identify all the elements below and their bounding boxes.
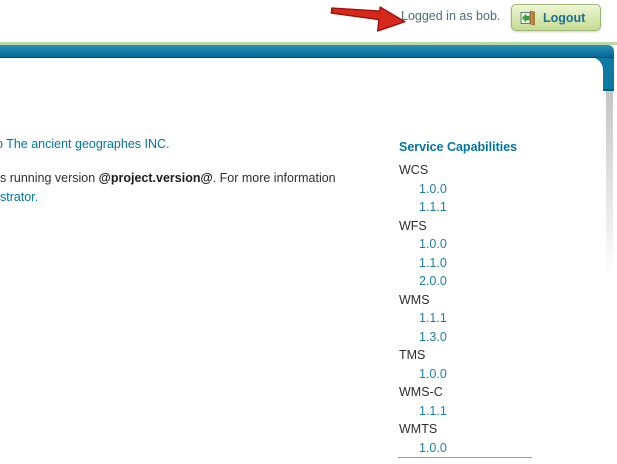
logout-button[interactable]: Logout (511, 4, 601, 31)
service-version-link[interactable]: 2.0.0 (419, 274, 447, 288)
logout-door-icon (520, 10, 535, 25)
service-name: TMS (399, 348, 426, 362)
administrator-link-fragment[interactable]: strator. (0, 190, 39, 204)
service-version-link[interactable]: 1.0.0 (419, 181, 447, 196)
service-version-link[interactable]: 1.1.1 (419, 311, 447, 325)
service-version-link[interactable]: 1.0.0 (419, 237, 447, 251)
header-teal-bar (0, 45, 614, 58)
service-list: WCS 1.0.0 1.1.1 WFS 1.0.0 1.1.0 2.0.0 WMS 1.1.1 1… (399, 161, 539, 457)
welcome-line-fragment: o (0, 137, 3, 151)
red-annotation-arrow-icon (330, 6, 406, 32)
service-name: WMTS (399, 422, 438, 436)
service-version-link[interactable]: 1.1.1 (419, 403, 447, 418)
service-version-link[interactable]: 1.0.0 (419, 440, 447, 455)
service-name: WFS (399, 218, 427, 233)
service-name: WMS (399, 292, 430, 307)
service-capabilities-title: Service Capabilities (399, 140, 518, 154)
content-panel-shadow (606, 91, 613, 276)
welcome-line: o The ancient geographes INC. (0, 137, 170, 151)
service-name: WCS (399, 163, 429, 177)
header-green-divider (0, 42, 617, 45)
project-version-placeholder: @project.version@ (98, 171, 213, 185)
service-name: WMS-C (399, 385, 443, 399)
sidebar-separator (398, 457, 532, 458)
content-panel (0, 57, 603, 464)
service-version-link[interactable]: 1.1.1 (419, 200, 447, 214)
service-version-link[interactable]: 1.0.0 (419, 366, 447, 381)
logged-in-status: Logged in as bob. (401, 9, 501, 23)
version-line-before: s running version (0, 171, 99, 185)
administrator-line: strator. (0, 190, 38, 204)
organization-link[interactable]: The ancient geographes INC. (6, 137, 170, 151)
service-version-link[interactable]: 1.1.0 (419, 255, 447, 270)
version-line: s running version @project.version@. For… (0, 171, 336, 185)
version-line-after: . For more information (212, 171, 336, 185)
service-version-link[interactable]: 1.3.0 (419, 329, 447, 344)
logout-button-label: Logout (543, 10, 586, 25)
